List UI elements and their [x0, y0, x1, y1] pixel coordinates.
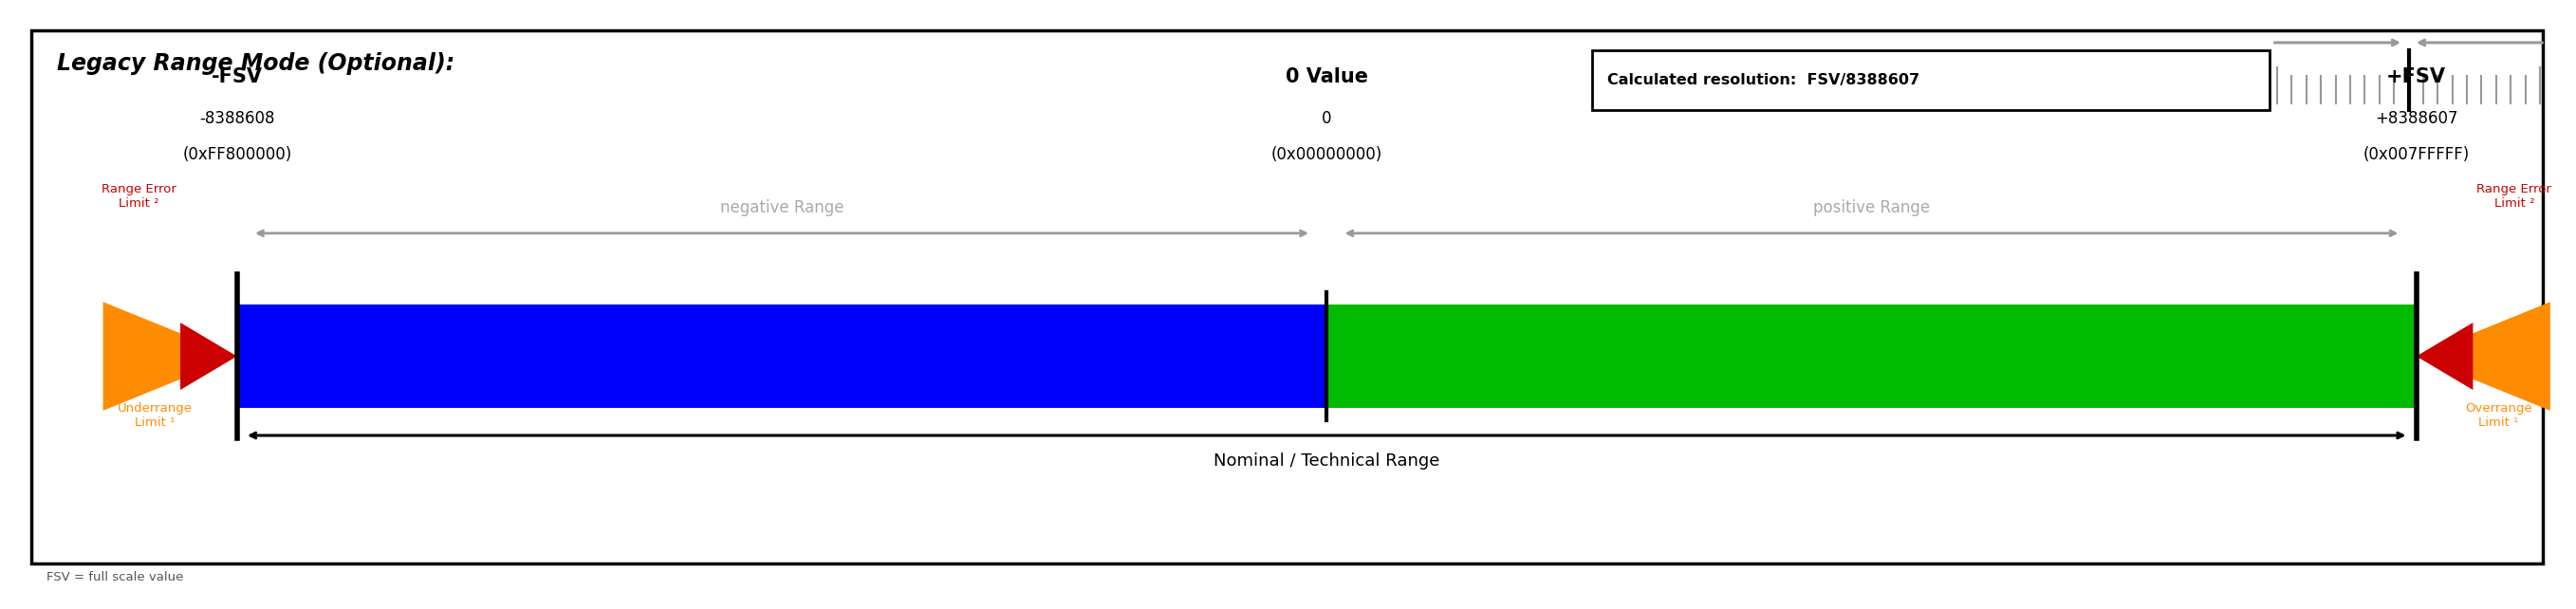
Polygon shape: [103, 302, 237, 410]
Text: (0x00000000): (0x00000000): [1270, 146, 1383, 163]
Text: 0 Value: 0 Value: [1285, 67, 1368, 86]
Bar: [237, 304, 1327, 408]
Text: Calculated resolution:  FSV/8388607: Calculated resolution: FSV/8388607: [1607, 72, 1919, 87]
Text: -8388608: -8388608: [198, 110, 276, 127]
Bar: [1327, 304, 2416, 408]
Text: +FSV: +FSV: [2385, 67, 2447, 86]
Text: positive Range: positive Range: [1814, 199, 1929, 216]
Text: Underrange
Limit ¹: Underrange Limit ¹: [116, 402, 193, 429]
Text: negative Range: negative Range: [719, 199, 845, 216]
Bar: [31, 30, 2543, 563]
Text: (0x007FFFFF): (0x007FFFFF): [2362, 146, 2470, 163]
Text: Overrange
Limit ¹: Overrange Limit ¹: [2465, 402, 2532, 429]
Text: Range Error
Limit ²: Range Error Limit ²: [100, 183, 178, 209]
Text: Range Error
Limit ²: Range Error Limit ²: [2476, 183, 2553, 209]
Text: Legacy Range Mode (Optional):: Legacy Range Mode (Optional):: [57, 52, 453, 74]
Text: FSV = full scale value: FSV = full scale value: [46, 571, 183, 583]
Bar: [1592, 50, 2269, 110]
Text: Nominal / Technical Range: Nominal / Technical Range: [1213, 452, 1440, 470]
Polygon shape: [2416, 302, 2550, 410]
Text: 0: 0: [1321, 110, 1332, 127]
Polygon shape: [180, 323, 237, 390]
Text: (0xFF800000): (0xFF800000): [183, 146, 291, 163]
Text: -FSV: -FSV: [211, 67, 263, 86]
Text: +8388607: +8388607: [2375, 110, 2458, 127]
Polygon shape: [2416, 323, 2473, 390]
